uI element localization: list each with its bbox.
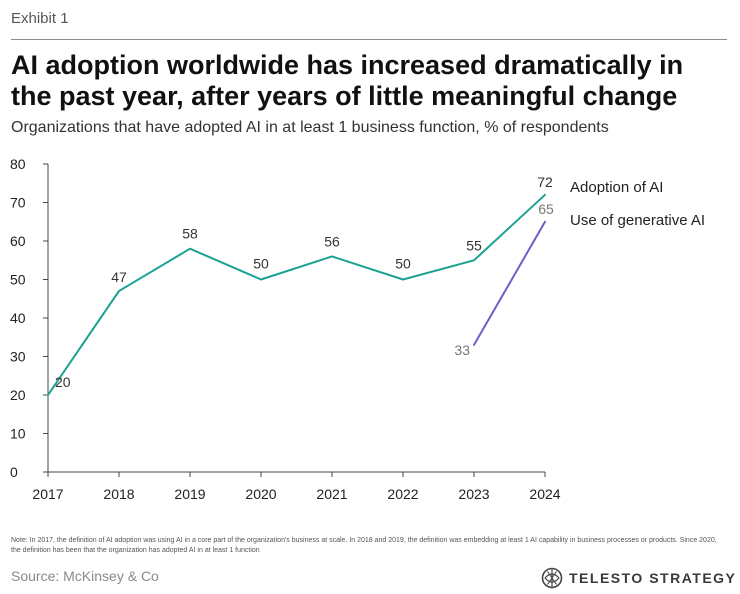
source-text: Source: McKinsey & Co bbox=[11, 568, 159, 584]
data-label: 20 bbox=[55, 374, 71, 390]
x-tick-label: 2017 bbox=[32, 486, 63, 502]
x-tick-label: 2023 bbox=[458, 486, 489, 502]
data-label: 56 bbox=[324, 233, 340, 249]
y-tick-label: 50 bbox=[10, 272, 26, 288]
data-label: 47 bbox=[111, 269, 127, 285]
header-divider bbox=[11, 39, 727, 40]
legend-layer: Adoption of AI Use of generative AI bbox=[570, 179, 705, 229]
y-tick-label: 30 bbox=[10, 349, 26, 365]
x-tick-label: 2020 bbox=[245, 486, 276, 502]
legend-label-2: Use of generative AI bbox=[570, 212, 705, 229]
y-tick-label: 10 bbox=[10, 426, 26, 442]
x-tick-label: 2022 bbox=[387, 486, 418, 502]
exhibit-label: Exhibit 1 bbox=[11, 10, 69, 27]
x-tick-label: 2024 bbox=[529, 486, 560, 502]
series-line-2 bbox=[473, 220, 546, 346]
data-label: 50 bbox=[395, 256, 411, 272]
label-layer: 20 47 58 50 56 50 55 72 33 65 bbox=[55, 174, 554, 390]
data-label: 72 bbox=[537, 174, 553, 190]
footnote: Note: In 2017, the definition of AI adop… bbox=[11, 537, 717, 554]
x-tick-label: 2019 bbox=[174, 486, 205, 502]
chart-title: AI adoption worldwide has increased dram… bbox=[11, 50, 684, 111]
y-tick-label: 0 bbox=[10, 464, 18, 480]
data-label: 55 bbox=[466, 237, 482, 253]
brand-name: TELESTO STRATEGY bbox=[569, 570, 737, 586]
y-tick-label: 80 bbox=[10, 156, 26, 172]
data-label: 65 bbox=[538, 201, 554, 217]
x-tick-label: 2018 bbox=[103, 486, 134, 502]
data-label: 50 bbox=[253, 256, 269, 272]
chart-subtitle: Organizations that have adopted AI in at… bbox=[11, 119, 609, 136]
x-tick-label: 2021 bbox=[316, 486, 347, 502]
data-label: 33 bbox=[454, 342, 470, 358]
data-label: 58 bbox=[182, 226, 198, 242]
brand-logo: TELESTO STRATEGY bbox=[541, 567, 736, 589]
y-tick-label: 70 bbox=[10, 195, 26, 211]
y-tick-label: 40 bbox=[10, 310, 26, 326]
y-tick-label: 20 bbox=[10, 387, 26, 403]
legend-label-1: Adoption of AI bbox=[570, 179, 663, 196]
series-layer bbox=[47, 193, 546, 396]
series-line-1 bbox=[47, 193, 546, 396]
y-tick-label: 60 bbox=[10, 233, 26, 249]
telesto-logo-icon bbox=[541, 567, 563, 589]
